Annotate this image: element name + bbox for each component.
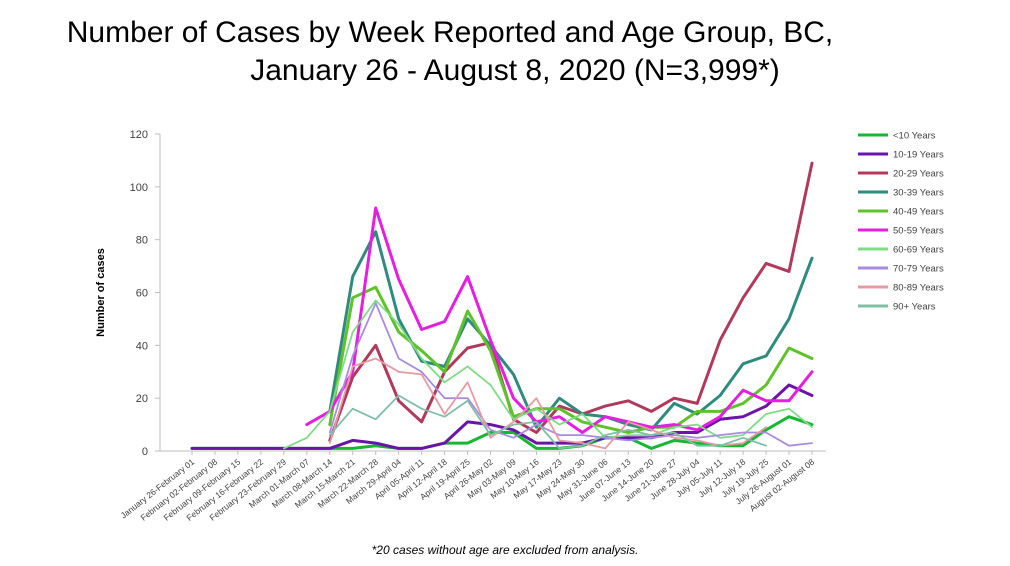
legend-label-0: <10 Years — [893, 131, 936, 142]
y-tick-label: 0 — [142, 446, 148, 458]
series-line-7 — [328, 302, 813, 447]
series-line-2 — [328, 161, 814, 442]
y-tick-label: 40 — [136, 340, 148, 352]
legend-label-5: 50-59 Years — [893, 226, 944, 237]
series-line-1 — [190, 383, 814, 450]
legend-label-2: 20-29 Years — [893, 169, 944, 180]
series-line-6 — [283, 299, 813, 450]
legend-label-3: 30-39 Years — [893, 188, 944, 199]
y-tick-label: 120 — [130, 129, 148, 141]
chart-title-line2: January 26 - August 8, 2020 (N=3,999*) — [250, 54, 780, 87]
legend-label-4: 40-49 Years — [893, 207, 944, 218]
legend-label-6: 60-69 Years — [893, 245, 944, 256]
y-tick-label: 100 — [130, 182, 148, 194]
chart-area: 0 20 40 60 80 100 120 Number of cases January 26… — [78, 118, 958, 538]
y-tick-label: 20 — [136, 393, 148, 405]
y-axis-label: Number of cases — [95, 248, 107, 337]
series-line-9 — [328, 394, 767, 450]
series-line-5 — [305, 206, 814, 434]
footnote: *20 cases without age are excluded from … — [371, 543, 639, 557]
legend-label-7: 70-79 Years — [893, 264, 944, 275]
chart-title: Number of Cases by Week Reported and Age… — [0, 14, 1010, 90]
series-line-8 — [328, 357, 767, 450]
y-tick-label: 60 — [136, 288, 148, 300]
legend-label-8: 80-89 Years — [893, 283, 944, 294]
y-tick-label: 80 — [136, 235, 148, 247]
legend-label-1: 10-19 Years — [893, 150, 944, 161]
legend-label-9: 90+ Years — [893, 302, 936, 313]
chart-background — [78, 118, 958, 538]
chart-title-line1: Number of Cases by Week Reported and Age… — [66, 16, 834, 49]
